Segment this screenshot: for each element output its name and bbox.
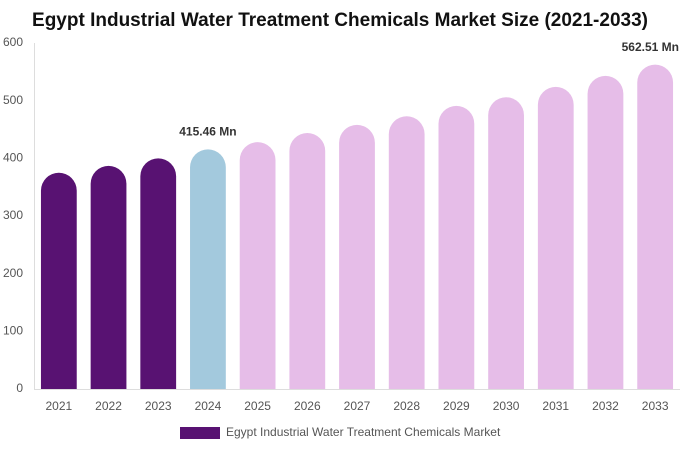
bar <box>488 97 524 389</box>
y-tick-label: 500 <box>3 93 23 107</box>
y-tick-label: 400 <box>3 151 23 165</box>
bar <box>537 86 574 389</box>
x-tick-label: 2031 <box>542 399 569 413</box>
x-tick-label: 2023 <box>145 399 172 413</box>
x-tick-label: 2026 <box>294 399 321 413</box>
bar <box>289 132 326 389</box>
bar <box>190 149 226 389</box>
x-tick-label: 2030 <box>493 399 520 413</box>
x-tick-label: 2025 <box>244 399 271 413</box>
x-tick-label: 2027 <box>344 399 371 413</box>
bar <box>339 124 375 390</box>
x-tick-label: 2028 <box>393 399 420 413</box>
y-tick-label: 100 <box>3 324 23 338</box>
chart-title: Egypt Industrial Water Treatment Chemica… <box>32 10 648 31</box>
y-tick-label: 300 <box>3 208 23 222</box>
data-label: 415.46 Mn <box>179 125 236 139</box>
x-tick-label: 2024 <box>195 399 222 413</box>
bar <box>90 165 127 389</box>
legend-swatch <box>180 427 220 439</box>
x-tick-label: 2033 <box>642 399 669 413</box>
y-tick-label: 0 <box>16 381 23 395</box>
bar <box>239 142 276 389</box>
bar <box>40 172 77 389</box>
x-tick-label: 2022 <box>95 399 122 413</box>
y-tick-label: 600 <box>3 35 23 49</box>
x-tick-label: 2032 <box>592 399 619 413</box>
bar <box>587 75 624 390</box>
bar <box>388 116 425 390</box>
legend-label: Egypt Industrial Water Treatment Chemica… <box>226 425 501 439</box>
y-tick-label: 200 <box>3 266 23 280</box>
bar <box>140 158 177 389</box>
data-label: 562.51 Mn <box>622 40 679 54</box>
x-tick-label: 2029 <box>443 399 470 413</box>
x-tick-label: 2021 <box>45 399 72 413</box>
bar <box>637 64 674 390</box>
bar <box>438 105 475 390</box>
